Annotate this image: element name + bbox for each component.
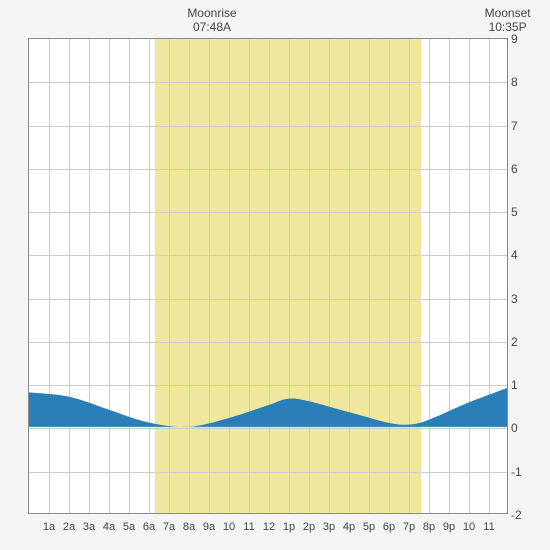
x-tick-label: 5a — [123, 521, 135, 533]
moonset-label-block: Moonset 10:35P — [478, 6, 538, 34]
chart-header: Moonrise 07:48A Moonset 10:35P — [28, 6, 510, 38]
x-tick-label: 11 — [243, 521, 254, 533]
moonrise-label: Moonrise — [182, 6, 242, 20]
x-tick-label: 2p — [303, 521, 315, 533]
moonset-label: Moonset — [478, 6, 538, 20]
y-tick-label: 0 — [511, 421, 531, 435]
x-tick-label: 7p — [403, 521, 415, 533]
y-tick-label: -1 — [511, 465, 531, 479]
x-tick-label: 3p — [323, 521, 335, 533]
x-tick-label: 7a — [163, 521, 175, 533]
tide-chart: Moonrise 07:48A Moonset 10:35P -2-101234… — [0, 0, 550, 550]
y-tick-label: 6 — [511, 162, 531, 176]
y-tick-label: 5 — [511, 205, 531, 219]
x-tick-label: 6a — [143, 521, 155, 533]
x-tick-label: 12 — [263, 521, 275, 533]
y-tick-label: 2 — [511, 335, 531, 349]
y-tick-label: -2 — [511, 508, 531, 522]
moonrise-time: 07:48A — [182, 20, 242, 34]
x-tick-label: 10 — [223, 521, 235, 533]
x-tick-label: 2a — [63, 521, 75, 533]
x-tick-label: 1p — [283, 521, 295, 533]
y-tick-label: 3 — [511, 292, 531, 306]
y-tick-label: 7 — [511, 119, 531, 133]
x-tick-label: 10 — [463, 521, 475, 533]
x-tick-label: 4a — [103, 521, 115, 533]
y-tick-label: 9 — [511, 32, 531, 46]
x-tick-label: 9p — [443, 521, 455, 533]
x-tick-label: 8p — [423, 521, 435, 533]
y-tick-label: 8 — [511, 75, 531, 89]
x-tick-label: 9a — [203, 521, 215, 533]
x-tick-label: 8a — [183, 521, 195, 533]
x-tick-label: 1a — [43, 521, 55, 533]
y-tick-label: 1 — [511, 378, 531, 392]
x-tick-label: 6p — [383, 521, 395, 533]
x-tick-label: 5p — [363, 521, 375, 533]
y-tick-label: 4 — [511, 248, 531, 262]
x-tick-label: 3a — [83, 521, 95, 533]
x-tick-label: 4p — [343, 521, 355, 533]
plot-area: -2-101234567891a2a3a4a5a6a7a8a9a1011121p… — [28, 38, 508, 514]
tide-area — [29, 39, 507, 513]
x-tick-label: 11 — [483, 521, 494, 533]
moonrise-label-block: Moonrise 07:48A — [182, 6, 242, 34]
